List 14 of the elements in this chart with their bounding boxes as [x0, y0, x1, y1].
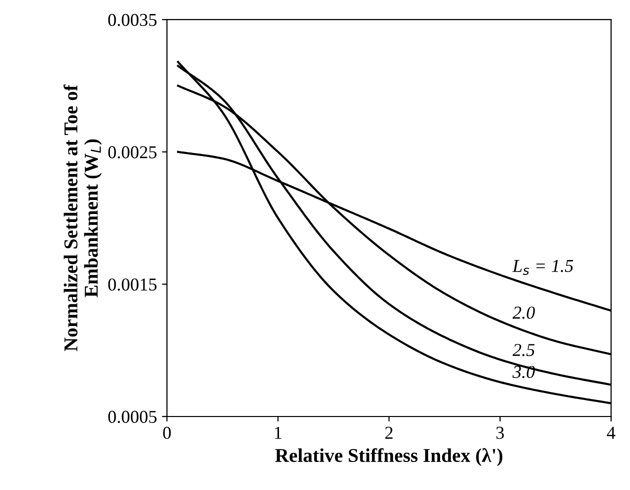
x-tick-label: 1 [275, 426, 282, 439]
y-tick-label: 0.0035 [108, 14, 157, 26]
x-tick-label: 3 [496, 426, 504, 439]
x-tick-label: 2 [385, 426, 393, 439]
x-tick-label: 4 [606, 426, 616, 439]
series-label: 2.5 [512, 344, 535, 356]
x-tick-label: 0 [163, 426, 171, 439]
y-axis-title: Normalized Settlement at Toe of Embankment (W$_{L}$) [64, 84, 102, 352]
y-tick-label: 0.0025 [108, 146, 157, 158]
x-axis-title: Relative Stiffness Index (λ') [275, 448, 502, 466]
y-tick-label: 0.0005 [108, 410, 157, 424]
series-label: L$_{s}$ = 1.5 [512, 260, 574, 275]
series-label: 2.0 [512, 306, 535, 319]
y-tick-label: 0.0015 [108, 278, 157, 291]
